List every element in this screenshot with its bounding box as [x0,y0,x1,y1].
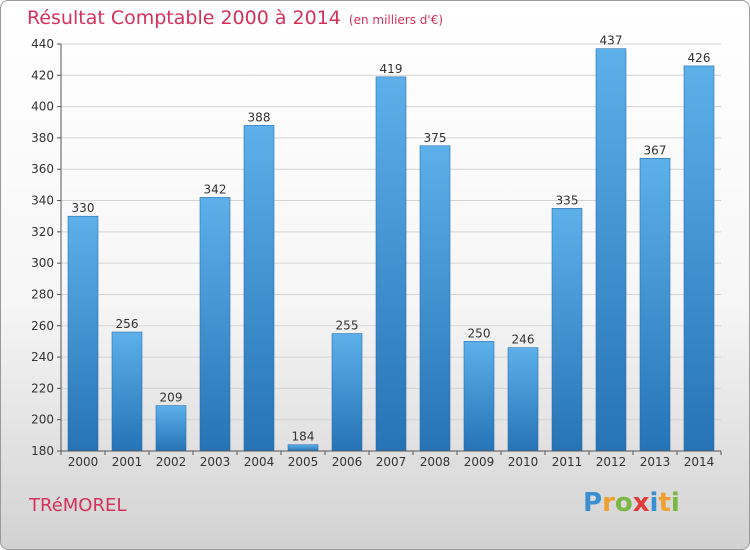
bars [67,48,715,452]
value-label-2008: 375 [424,131,447,145]
bar-2007 [375,76,407,452]
value-label-2012: 437 [600,34,623,48]
value-label-2004: 388 [248,110,271,124]
value-label-2013: 367 [644,143,667,157]
bar-2004 [243,125,275,452]
x-tick-label-2009: 2009 [464,455,495,469]
y-tick-label: 340 [31,194,54,208]
value-label-2009: 250 [468,326,491,340]
bar-2002 [155,405,187,452]
x-tick-label-2001: 2001 [112,455,143,469]
chart-title: Résultat Comptable 2000 à 2014 (en millie… [27,7,443,29]
logo-letter: r [602,488,615,518]
value-label-2006: 255 [336,319,359,333]
logo-letter: i [649,488,659,518]
x-tick-label-2014: 2014 [684,455,715,469]
title-text: Résultat Comptable 2000 à 2014 [27,7,341,29]
y-tick-label: 260 [31,319,54,333]
x-tick-label-2013: 2013 [640,455,671,469]
logo-letter: i [670,488,680,518]
value-label-2011: 335 [556,193,579,207]
logo-letter: P [583,488,603,518]
x-tick-label-2011: 2011 [552,455,583,469]
y-tick-label: 300 [31,256,54,270]
y-tick-label: 420 [31,68,54,82]
y-tick-label: 380 [31,131,54,145]
value-label-2014: 426 [688,51,711,65]
x-tick-label-2010: 2010 [508,455,539,469]
y-tick-label: 440 [31,37,54,51]
logo-letter: o [614,488,633,518]
y-tick-label: 220 [31,381,54,395]
value-label-2007: 419 [380,62,403,76]
bar-2005 [287,444,319,452]
axes: 180 200 220 240 260 280 300 320 340 360 380 400 420 4… [31,37,722,469]
value-label-2001: 256 [116,317,139,331]
logo-letter: t [658,488,671,518]
title-unit: (en milliers d'€) [348,13,444,27]
x-tick-label-2004: 2004 [244,455,275,469]
value-label-2010: 246 [512,333,535,347]
bar-2008 [419,145,451,452]
x-tick-label-2012: 2012 [596,455,627,469]
value-label-2000: 330 [72,201,95,215]
x-tick-label-2000: 2000 [68,455,99,469]
y-tick-label: 400 [31,100,54,114]
x-tick-label-2005: 2005 [288,455,319,469]
value-labels: 330 256 209 342 388 184 255 419 375 250 246 335 437 3… [72,34,711,444]
x-tick-label-2006: 2006 [332,455,363,469]
y-tick-label: 360 [31,162,54,176]
bar-2013 [639,157,671,452]
x-tick-label-2002: 2002 [156,455,187,469]
bar-2012 [595,48,627,452]
proxiti-logo: Proxiti [583,488,680,518]
location-name: TRéMOREL [29,495,127,516]
value-label-2005: 184 [292,430,315,444]
bar-2009 [463,341,495,452]
y-tick-label: 200 [31,413,54,427]
bar-2011 [551,208,583,452]
y-tick-label: 320 [31,225,54,239]
x-tick-label-2007: 2007 [376,455,407,469]
logo-letter: x [632,488,650,518]
bar-2006 [331,333,363,452]
x-tick-label-2003: 2003 [200,455,231,469]
bar-2014 [683,65,715,452]
value-label-2003: 342 [204,182,227,196]
bar-2003 [199,197,231,452]
y-tick-label: 280 [31,287,54,301]
bar-2001 [111,331,143,452]
x-tick-label-2008: 2008 [420,455,451,469]
value-label-2002: 209 [160,391,183,405]
y-tick-label: 180 [31,444,54,458]
y-tick-label: 240 [31,350,54,364]
bar-2000 [67,215,99,452]
bar-2010 [507,347,539,452]
